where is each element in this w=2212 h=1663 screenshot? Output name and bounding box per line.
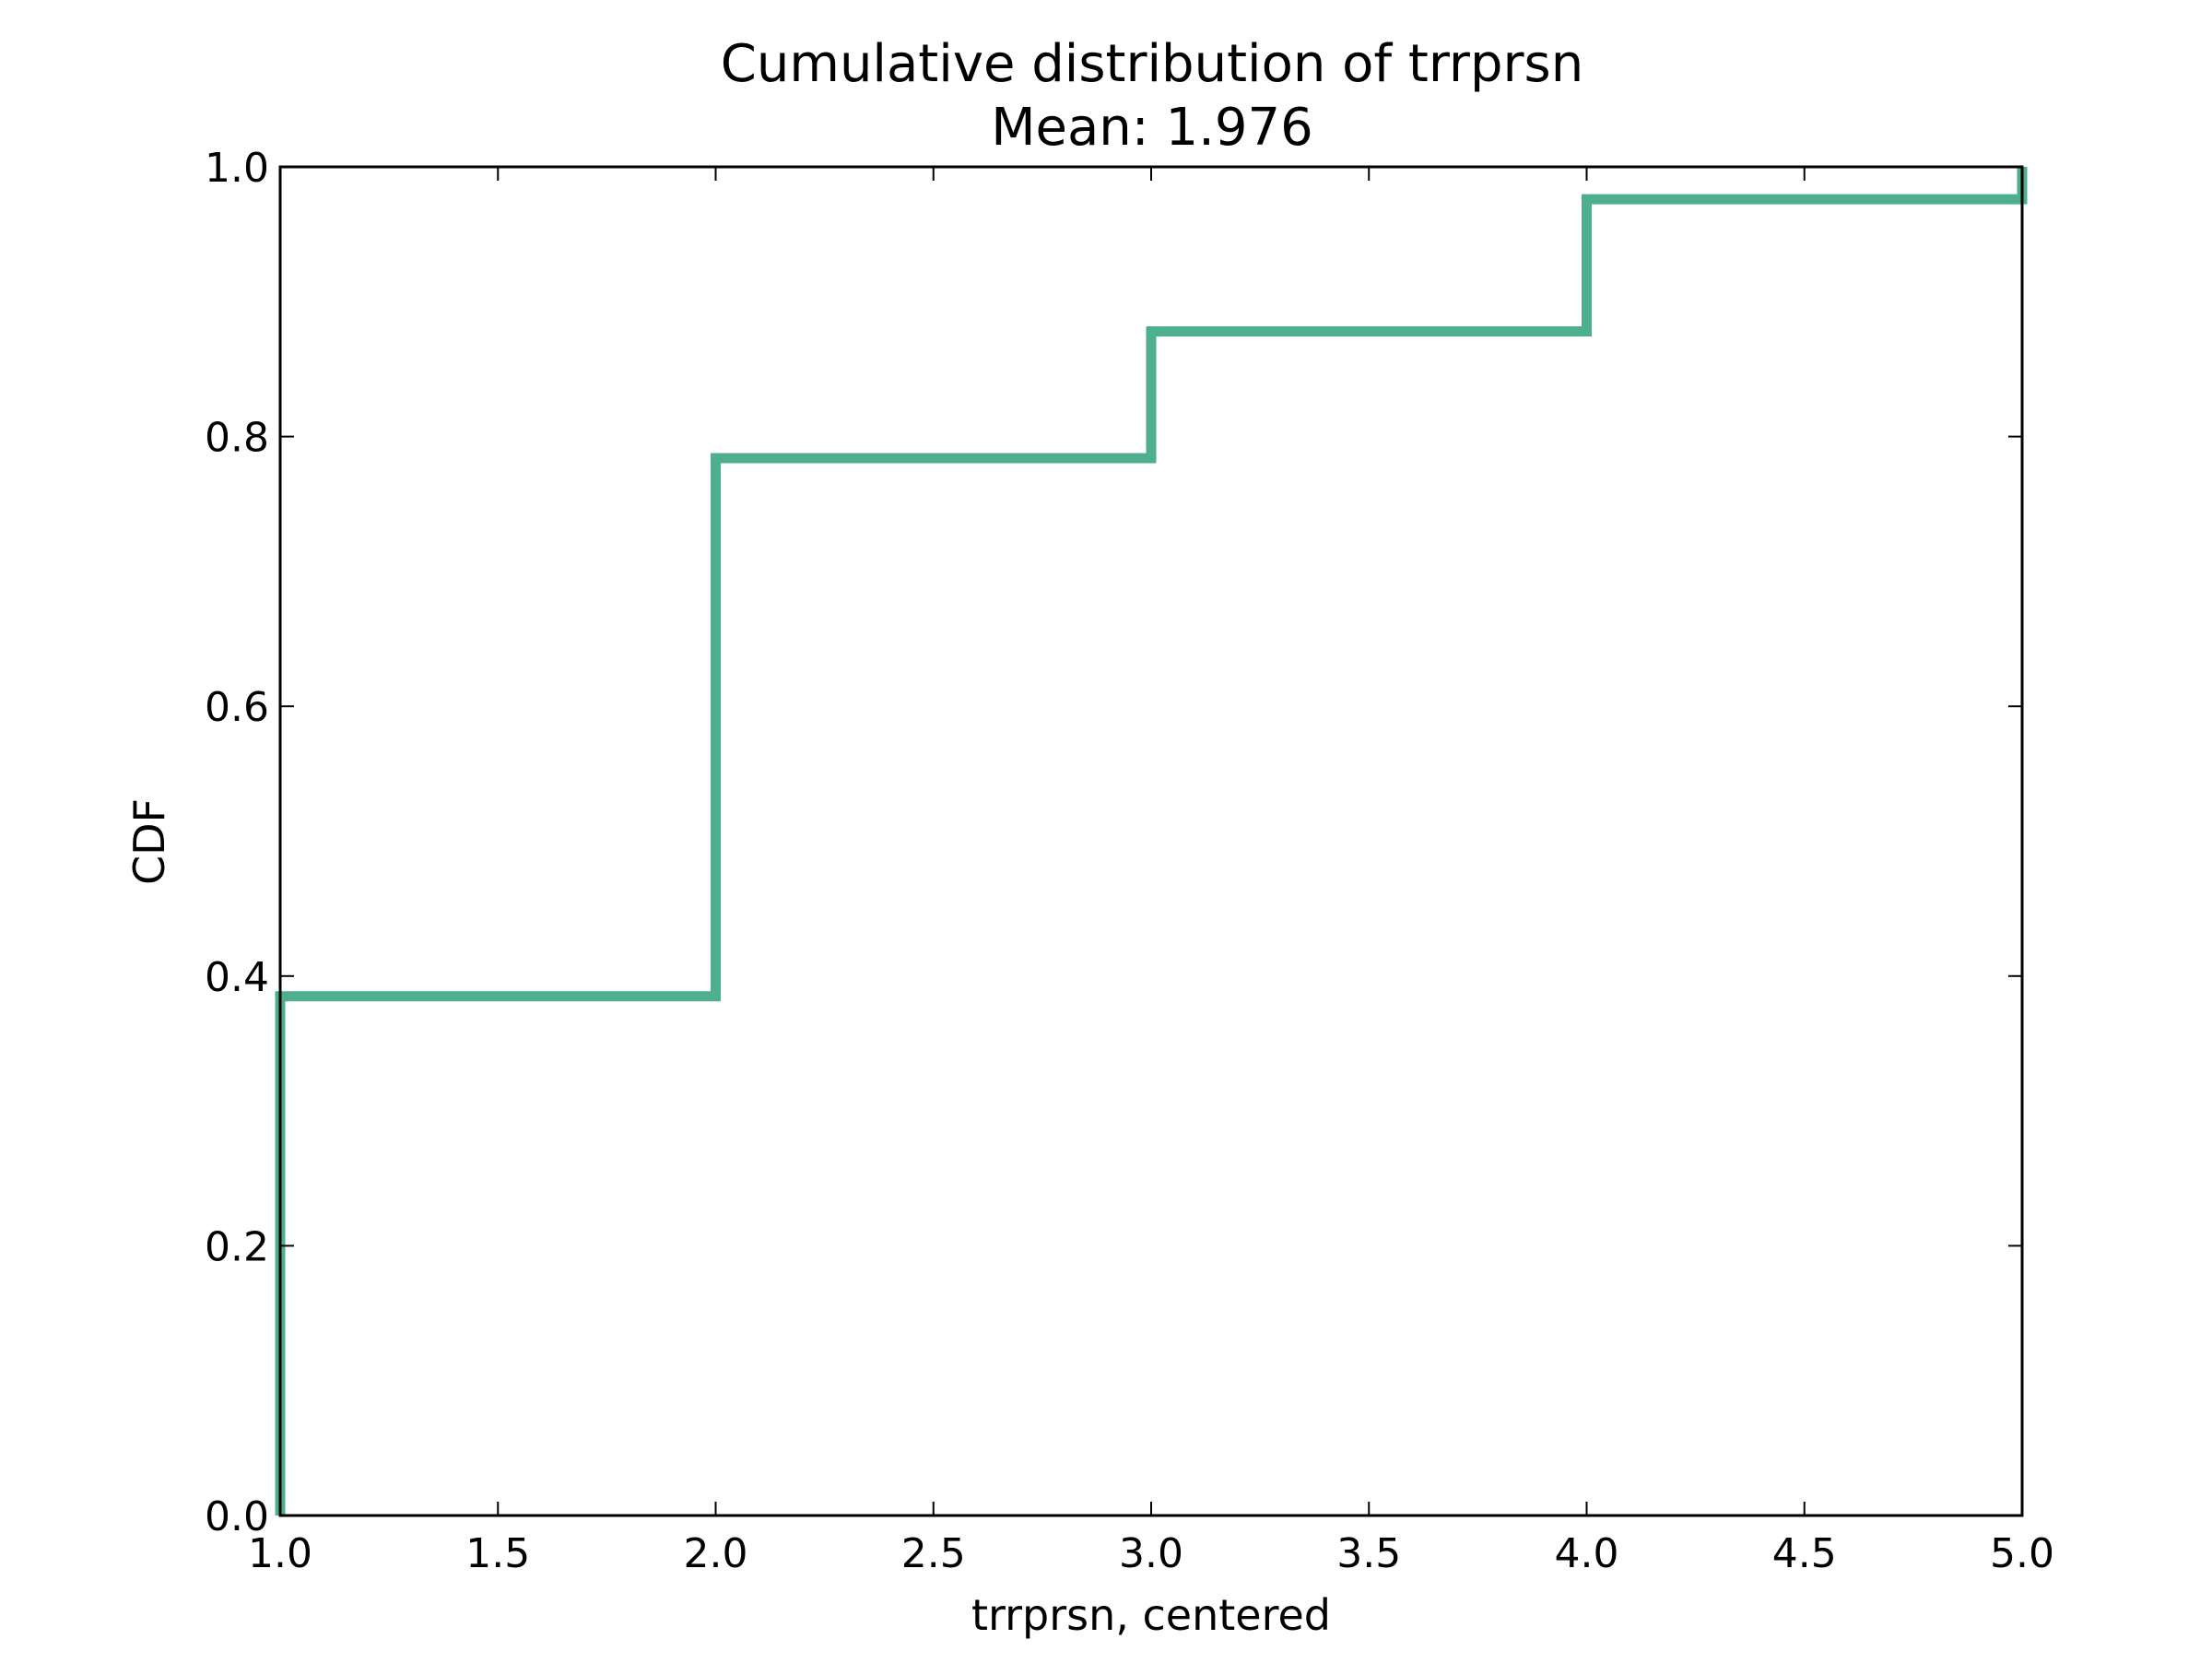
y-tick-label: 0.8 [205, 415, 269, 462]
x-tick-label: 1.0 [248, 1530, 312, 1577]
x-tick-label: 5.0 [1990, 1530, 2054, 1577]
chart-title: Cumulative distribution of trrprsn [721, 34, 1583, 94]
x-axis-label: trrprsn, centered [971, 1590, 1331, 1640]
chart-subtitle: Mean: 1.976 [991, 98, 1313, 158]
x-tick-label: 3.5 [1336, 1530, 1401, 1577]
series-layer [275, 167, 2028, 1516]
x-tick-label: 3.0 [1119, 1530, 1183, 1577]
y-tick-label: 0.6 [205, 684, 269, 731]
x-tick-label: 4.5 [1772, 1530, 1837, 1577]
y-tick-label: 0.4 [205, 954, 269, 1001]
plot-area-frame [278, 165, 2024, 1517]
x-tick-label: 2.0 [684, 1530, 748, 1577]
x-tick-label: 2.5 [901, 1530, 966, 1577]
y-tick-label: 1.0 [205, 145, 269, 192]
x-tick-label: 4.0 [1555, 1530, 1619, 1577]
y-tick-label: 0.0 [205, 1493, 269, 1540]
y-axis-label: CDF [124, 798, 174, 885]
ticks-layer: 1.0 1.5 2.0 2.5 3.0 3.5 4.0 4.5 5.0 0.0 0.2 0.4 0.6 0… [205, 145, 2054, 1577]
x-tick-label: 1.5 [465, 1530, 530, 1577]
y-tick-label: 0.2 [205, 1223, 269, 1270]
cdf-series-line-0 [275, 167, 2028, 1516]
